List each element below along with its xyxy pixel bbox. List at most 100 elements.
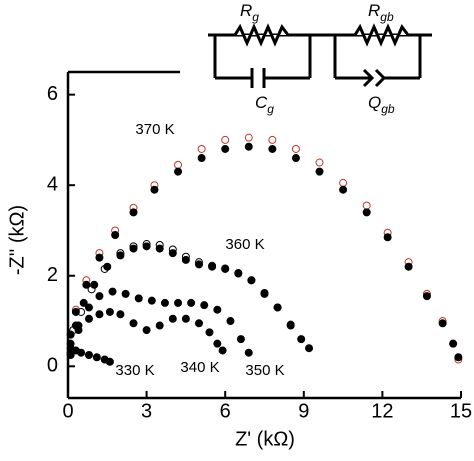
circuit-label-main: R <box>240 1 252 20</box>
data-point <box>105 357 114 366</box>
data-point <box>339 185 348 194</box>
data-point <box>134 294 143 303</box>
data-point <box>339 178 348 187</box>
data-point <box>95 292 104 301</box>
data-point <box>221 135 230 144</box>
circuit-label-sub: g <box>267 102 274 116</box>
x-tick-label: 15 <box>450 400 472 422</box>
data-point <box>181 255 190 264</box>
data-point <box>362 208 371 217</box>
data-point <box>77 307 86 316</box>
data-point <box>221 264 230 273</box>
data-point <box>213 305 222 314</box>
data-point <box>155 244 164 253</box>
annotation: 350 K <box>245 362 284 379</box>
data-point <box>200 301 209 310</box>
data-point <box>74 326 83 335</box>
data-point <box>90 280 99 289</box>
data-point <box>260 289 269 298</box>
annotation: 340 K <box>180 359 219 376</box>
data-point <box>147 296 156 305</box>
data-point <box>273 303 282 312</box>
data-point <box>205 328 214 337</box>
data-point <box>82 280 91 289</box>
annotation: 370 K <box>135 121 174 138</box>
data-point <box>108 287 117 296</box>
data-point <box>95 310 104 319</box>
data-point <box>174 167 183 176</box>
y-tick-label: 6 <box>47 83 58 105</box>
data-point <box>129 244 138 253</box>
data-point <box>142 326 151 335</box>
data-point <box>79 298 88 307</box>
y-tick-label: 0 <box>47 355 58 377</box>
data-point <box>95 253 104 262</box>
x-tick-label: 3 <box>141 400 152 422</box>
data-point <box>305 344 314 353</box>
data-point <box>383 233 392 242</box>
circuit-label-sub: gb <box>381 102 395 116</box>
circuit-label: Cg <box>255 93 274 116</box>
circuit-label: Qgb <box>368 93 395 116</box>
data-point <box>66 350 75 359</box>
data-point <box>160 298 169 307</box>
data-point <box>213 339 222 348</box>
data-point <box>195 319 203 328</box>
data-point <box>142 242 151 251</box>
x-axis-label: Z' (kΩ) <box>235 428 295 450</box>
y-axis-label: -Z'' (kΩ) <box>6 205 28 275</box>
data-point <box>84 314 93 323</box>
data-point <box>150 185 159 194</box>
x-tick-label: 0 <box>62 400 73 422</box>
x-tick-label: 12 <box>371 400 393 422</box>
data-point <box>291 144 300 153</box>
x-tick-label: 9 <box>298 400 309 422</box>
data-point <box>168 249 177 258</box>
data-point <box>218 346 227 355</box>
data-point <box>77 348 86 357</box>
annotation: 330 K <box>115 362 154 379</box>
annotation: 360 K <box>225 236 264 253</box>
data-point <box>236 335 245 344</box>
circuit-label-sub: g <box>252 10 259 24</box>
data-point <box>208 262 217 271</box>
x-tick-label: 6 <box>220 400 231 422</box>
data-point <box>247 276 256 285</box>
data-point <box>226 317 235 326</box>
data-point <box>116 310 125 319</box>
data-point <box>195 260 203 269</box>
circuit-label-sub: gb <box>380 10 394 24</box>
data-point <box>244 142 253 151</box>
data-point <box>268 135 277 144</box>
y-tick-label: 4 <box>47 173 58 195</box>
data-point <box>181 314 190 323</box>
data-point <box>174 160 183 169</box>
data-point <box>116 251 125 260</box>
data-point <box>129 319 138 328</box>
data-point <box>92 353 101 362</box>
circuit <box>208 23 432 88</box>
data-point <box>111 231 120 239</box>
circuit-label-main: R <box>368 1 380 20</box>
circuit-label-main: C <box>255 93 268 112</box>
data-point <box>197 144 206 153</box>
data-point <box>187 298 196 307</box>
data-point <box>422 292 431 301</box>
data-point <box>129 208 138 217</box>
data-point <box>438 319 447 328</box>
data-point <box>197 154 206 163</box>
data-point <box>84 350 93 359</box>
data-point <box>286 321 295 330</box>
data-point <box>404 262 413 271</box>
data-point <box>66 330 75 339</box>
data-point <box>105 307 114 316</box>
data-point <box>268 144 277 153</box>
data-point <box>315 167 324 176</box>
data-point <box>244 133 253 142</box>
data-point <box>315 158 324 167</box>
circuit-label: Rgb <box>368 1 394 24</box>
data-point <box>291 154 300 163</box>
data-point <box>168 314 177 323</box>
data-point <box>84 303 93 312</box>
